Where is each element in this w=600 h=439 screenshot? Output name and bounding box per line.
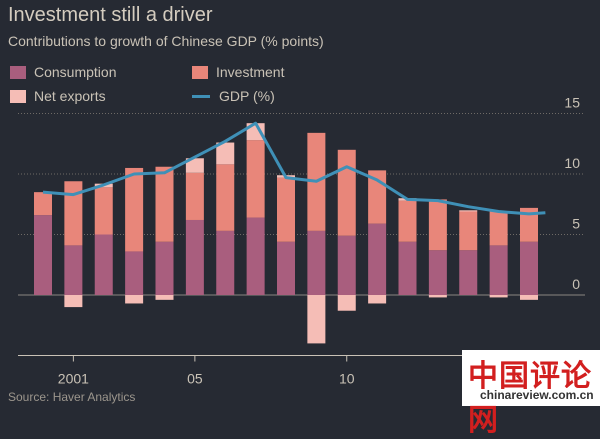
- bar-investment-2013: [428, 199, 447, 251]
- bar-investment-2015: [489, 211, 508, 246]
- x-tick-label: 2001: [58, 371, 89, 387]
- bar-consumption-2009: [307, 230, 326, 295]
- bar-investment-2001: [64, 181, 83, 246]
- bar-consumption-2002: [94, 234, 113, 295]
- legend-investment-swatch: [192, 65, 208, 79]
- watermark-url: chinareview.com.cn: [480, 388, 594, 402]
- bar-net_exports-2015: [489, 295, 508, 298]
- bar-net_exports-2005: [185, 158, 204, 173]
- bar-net_exports-2006: [216, 142, 235, 165]
- bar-consumption-2001: [64, 245, 83, 295]
- bar-investment-2016: [520, 207, 538, 242]
- bar-consumption-2006: [216, 230, 235, 295]
- bar-investment-2005: [185, 172, 204, 220]
- legend-gdp: GDP (%): [192, 88, 275, 104]
- bar-investment-2000: [34, 192, 52, 216]
- y-tick-label: 0: [572, 276, 580, 292]
- bar-consumption-2005: [185, 219, 204, 295]
- bar-consumption-2010: [337, 235, 356, 295]
- bar-consumption-2011: [368, 223, 387, 295]
- legend-consumption-label: Consumption: [34, 64, 117, 80]
- legend-consumption-swatch: [10, 65, 26, 79]
- chart-title: Investment still a driver: [8, 4, 213, 26]
- bar-net_exports-2011: [368, 295, 387, 304]
- bar-consumption-2016: [520, 241, 538, 295]
- bar-investment-2003: [125, 167, 144, 252]
- bar-investment-2007: [246, 140, 265, 218]
- legend-consumption: Consumption: [10, 64, 117, 80]
- y-tick-label: 5: [572, 216, 580, 232]
- bar-consumption-2004: [155, 241, 174, 295]
- legend-net-exports: Net exports: [10, 88, 106, 104]
- bar-investment-2004: [155, 166, 174, 242]
- y-tick-label: 15: [564, 95, 580, 111]
- bar-net_exports-2010: [337, 295, 356, 311]
- legend-gdp-label: GDP (%): [219, 88, 275, 104]
- x-tick-label: 10: [339, 371, 355, 387]
- legend-gdp-line: [192, 94, 210, 98]
- bar-consumption-2012: [398, 241, 417, 295]
- bar-net_exports-2003: [125, 295, 144, 304]
- bar-net_exports-2004: [155, 295, 174, 300]
- source-note: Source: Haver Analytics: [8, 390, 136, 404]
- legend-net-exports-swatch: [10, 89, 26, 103]
- bar-investment-2014: [459, 211, 478, 251]
- bar-consumption-2015: [489, 245, 508, 295]
- gdp-line: [42, 121, 546, 216]
- bar-consumption-2014: [459, 250, 478, 295]
- bar-investment-2008: [277, 177, 295, 242]
- legend-investment-label: Investment: [216, 64, 285, 80]
- bar-net_exports-2013: [428, 295, 447, 298]
- bar-investment-2002: [94, 187, 113, 235]
- legend-net-exports-label: Net exports: [34, 88, 106, 104]
- bar-consumption-2000: [34, 215, 52, 295]
- watermark-logo: 中国评论网 chinareview.com.cn: [462, 350, 600, 438]
- chart-subtitle: Contributions to growth of Chinese GDP (…: [8, 33, 324, 49]
- bar-investment-2006: [216, 164, 235, 231]
- y-tick-label: 10: [564, 155, 580, 171]
- bar-consumption-2007: [246, 217, 265, 295]
- bar-consumption-2013: [428, 250, 447, 295]
- legend-investment: Investment: [192, 64, 284, 80]
- bar-consumption-2003: [125, 251, 144, 295]
- bar-net_exports-2001: [64, 295, 83, 308]
- bar-net_exports-2014: [459, 210, 478, 212]
- bar-consumption-2008: [277, 241, 295, 295]
- bar-net_exports-2009: [307, 295, 326, 344]
- bar-investment-2010: [337, 149, 356, 236]
- bar-net_exports-2016: [520, 295, 538, 300]
- bar-investment-2012: [398, 200, 417, 242]
- x-tick-label: 05: [187, 371, 203, 387]
